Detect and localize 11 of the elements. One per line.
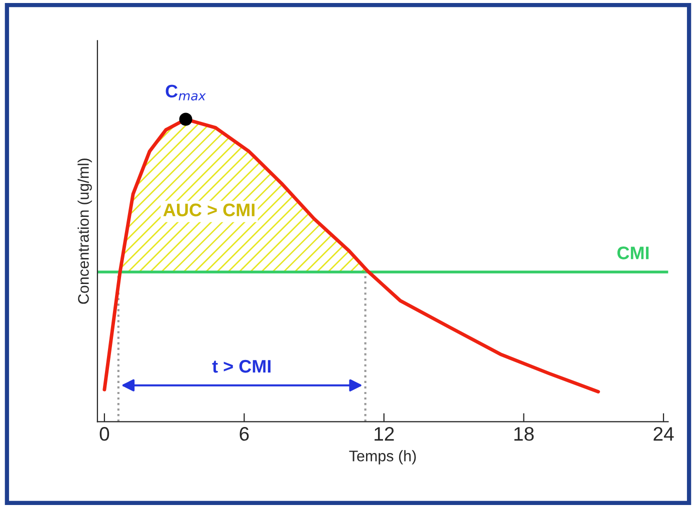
x-tick-label: 6 [240, 427, 249, 441]
y-axis-title: Concentration (ug/ml) [78, 158, 92, 304]
x-tick-label: 0 [100, 427, 110, 441]
ref-line-label: CMI [617, 246, 649, 260]
annotation: t > CMI [212, 360, 270, 373]
x-tick-label: 18 [514, 427, 534, 441]
annotation: AUC > CMI [163, 204, 254, 216]
x-axis-title: Temps (h) [349, 450, 416, 464]
x-tick-label: 12 [374, 427, 394, 441]
annotation: C$_{max}$ [166, 84, 206, 100]
x-tick-label: 24 [654, 427, 674, 441]
